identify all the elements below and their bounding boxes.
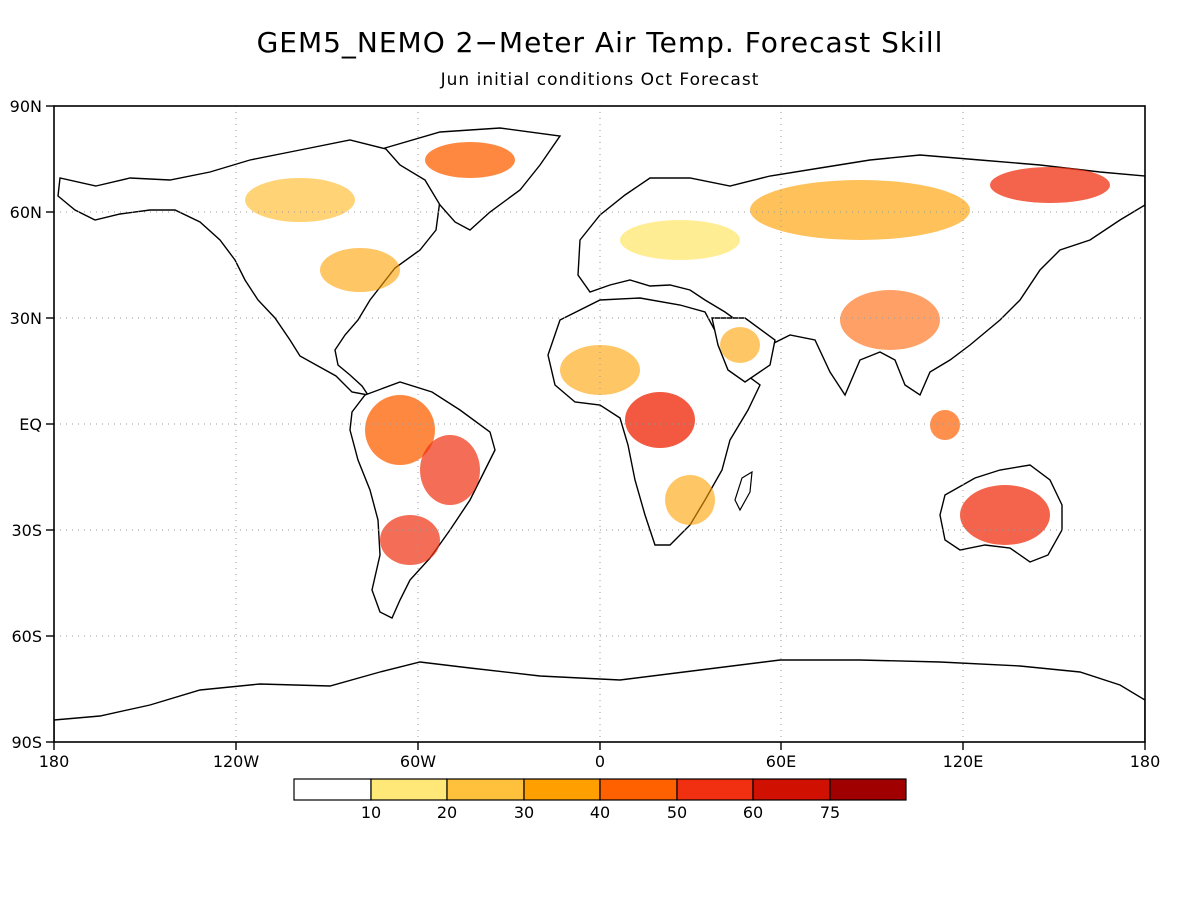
lon-label: 120W [213, 752, 260, 771]
latitude-labels: 90N 60N 30N EQ 30S 60S 90S [10, 97, 42, 752]
legend-swatch [676, 778, 754, 801]
landmass-eurasia [577, 154, 1145, 397]
landmass-madagascar [734, 470, 753, 512]
legend-label: 10 [361, 803, 381, 822]
lat-label: 30S [11, 521, 42, 540]
legend-label: 40 [590, 803, 610, 822]
graticule [54, 106, 1145, 742]
lat-label: 90S [11, 733, 42, 752]
lat-label: EQ [19, 415, 42, 434]
legend-swatch [370, 778, 448, 801]
legend-swatch [523, 778, 601, 801]
landmass-antarctica [54, 659, 1145, 742]
legend-label: 50 [667, 803, 687, 822]
longitude-labels: 180 120W 60W 0 60E 120E 180 [39, 752, 1161, 771]
lon-label: 180 [1130, 752, 1161, 771]
skill-shading [245, 142, 1110, 565]
map-plot-area [54, 127, 1145, 742]
legend-label: 75 [820, 803, 840, 822]
lat-label: 30N [10, 309, 42, 328]
lon-label: 0 [595, 752, 605, 771]
legend-swatch [599, 778, 678, 801]
legend-swatch [446, 778, 525, 801]
map-title: GEM5_NEMO 2−Meter Air Temp. Forecast Ski… [256, 26, 944, 59]
lat-label: 60S [11, 627, 42, 646]
lat-label: 60N [10, 203, 42, 222]
lat-label: 90N [10, 97, 42, 116]
legend-swatch [293, 778, 372, 801]
legend-swatch [752, 778, 831, 801]
legend-label: 60 [743, 803, 763, 822]
lon-label: 60E [766, 752, 796, 771]
lon-label: 60W [400, 752, 436, 771]
tick-marks [46, 105, 1146, 750]
color-legend: 10 20 30 40 50 60 75 [293, 778, 907, 822]
map-subtitle: Jun initial conditions Oct Forecast [440, 70, 760, 90]
legend-label: 30 [514, 803, 534, 822]
legend-swatch [829, 778, 907, 801]
legend-label: 20 [437, 803, 457, 822]
lon-label: 180 [39, 752, 70, 771]
lon-label: 120E [943, 752, 984, 771]
